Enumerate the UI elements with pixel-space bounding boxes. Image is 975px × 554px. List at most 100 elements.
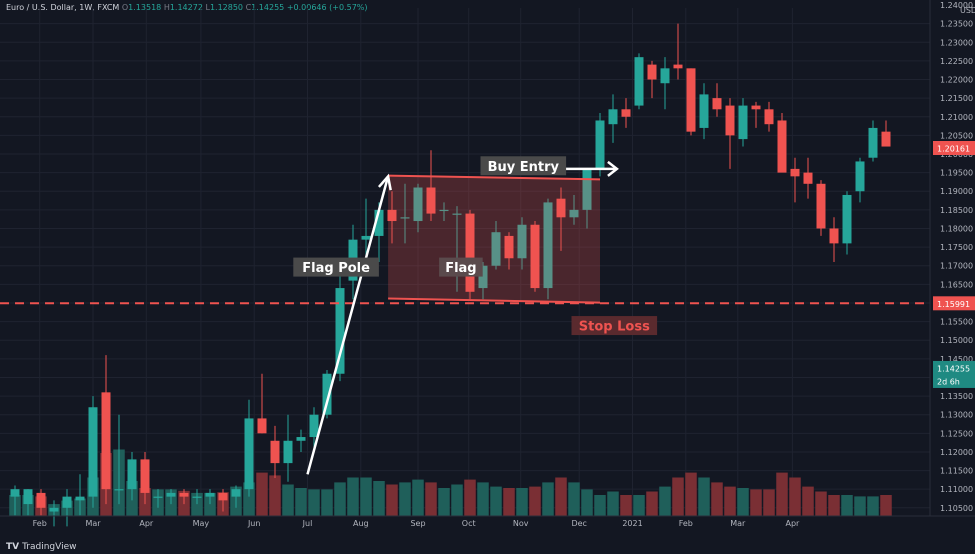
candle-body [88,407,98,497]
axes: 1.10500 1.11000 1.11500 1.12000 1.12500 1.130… [0,0,975,528]
candle-body [556,198,566,218]
volume-bar [633,495,645,516]
price-tick-label: 1.11500 [940,467,973,476]
time-tick-label: Feb [33,519,47,528]
volume-bar [594,495,606,516]
flag-bottom-line [388,297,601,304]
candle-body [400,217,410,219]
candle-body [192,496,202,498]
candle-body [270,440,280,464]
time-tick-label: Apr [139,519,154,528]
current-price-tag-bg [933,360,975,375]
candle-body [699,94,709,128]
candle-body [218,492,228,501]
volume-bar [607,491,619,516]
price-tick-label: 1.10500 [940,504,973,513]
candle-body [361,235,371,240]
flag-pole-arrowhead [377,173,392,191]
tradingview-brand[interactable]: TV TradingView [6,542,77,552]
volume-bar [386,484,398,516]
candle-body [75,496,85,501]
price-tick-label: 1.21000 [940,113,973,122]
tradingview-logo-icon: TV [6,542,20,552]
volume-bar [802,486,814,516]
price-tick-label: 1.21500 [940,94,973,103]
price-tick-label: 1.14500 [940,355,973,364]
volume-bar [464,479,476,516]
candle-body [244,418,254,490]
countdown-tag: 2d 6h [933,373,975,388]
candle-body [569,209,579,218]
volume-bar [698,477,710,516]
volume-bar [880,495,892,516]
stop-level-tag: 1.15991 [933,296,975,311]
candle-body [842,194,852,244]
last-close-tag: 1.20161 [933,140,975,155]
volume-bar [503,488,515,516]
flag-pole-label-bg [293,257,379,277]
volume-bar [438,488,450,516]
current-price-tag: 1.14255 [933,360,975,375]
time-tick-label: May [193,519,210,528]
price-tick-label: 1.24000 [940,1,973,10]
candle-body [452,213,462,215]
candle-body [296,437,306,441]
stop-loss-label-bg [571,316,658,336]
flag-top-line [388,174,601,181]
candle-body [426,187,436,214]
volume-bar [529,486,541,516]
candle-body [36,492,46,508]
candle-body [322,373,332,415]
low-label: L [205,3,210,12]
price-tick-label: 1.15500 [940,318,973,327]
price-tick-label: 1.16500 [940,280,973,289]
candle-body [179,492,189,497]
candle-body [725,105,735,136]
candle-body [517,224,527,259]
candle-body [10,489,20,497]
candle-body [738,105,748,140]
candle-body [881,131,891,147]
volume-bar [685,472,697,516]
volume-bar [412,479,424,516]
price-tick-label: 1.11000 [940,485,973,494]
volume-bar [360,477,372,516]
candle-body [582,168,592,210]
candle-body [530,224,540,289]
candle-body [335,288,345,374]
last-close-tag-bg [933,140,975,155]
price-tick-label: 1.13500 [940,392,973,401]
countdown-tag-text: 2d 6h [937,377,960,386]
symbol-label: Euro / U.S. Dollar, 1W, FXCM [6,3,120,12]
candle-body [595,120,605,169]
price-tick-label: 1.17000 [940,262,973,271]
candle-body [660,68,670,84]
candle-body [140,459,150,493]
open-label: O [121,3,129,12]
price-tick-label: 1.20500 [940,131,973,140]
volume-bar [789,477,801,516]
candle-body [608,109,618,125]
volume-bar [828,495,840,516]
volume-bar [867,496,879,516]
volume-bar [399,482,411,516]
time-tick-label: Apr [785,519,800,528]
price-tick-label: 1.17500 [940,243,973,252]
candle-body [647,64,657,80]
candle-body [257,418,267,434]
candle-body [283,440,293,464]
volume-bar [334,482,346,516]
candle-body [634,57,644,106]
volume-bar [256,472,268,516]
candle-body [543,202,553,289]
stop-level-tag-text: 1.15991 [937,300,970,309]
candle-body [868,127,878,158]
volume-bar [672,477,684,516]
buy-entry-label: Buy Entry [480,156,567,176]
price-tick-label: 1.22500 [940,57,973,66]
open-value: 1.13518 [128,3,162,12]
stop-loss-label-text: Stop Loss [579,320,650,335]
last-close-tag-text: 1.20161 [937,144,970,153]
price-tick-label: 1.15000 [940,336,973,345]
